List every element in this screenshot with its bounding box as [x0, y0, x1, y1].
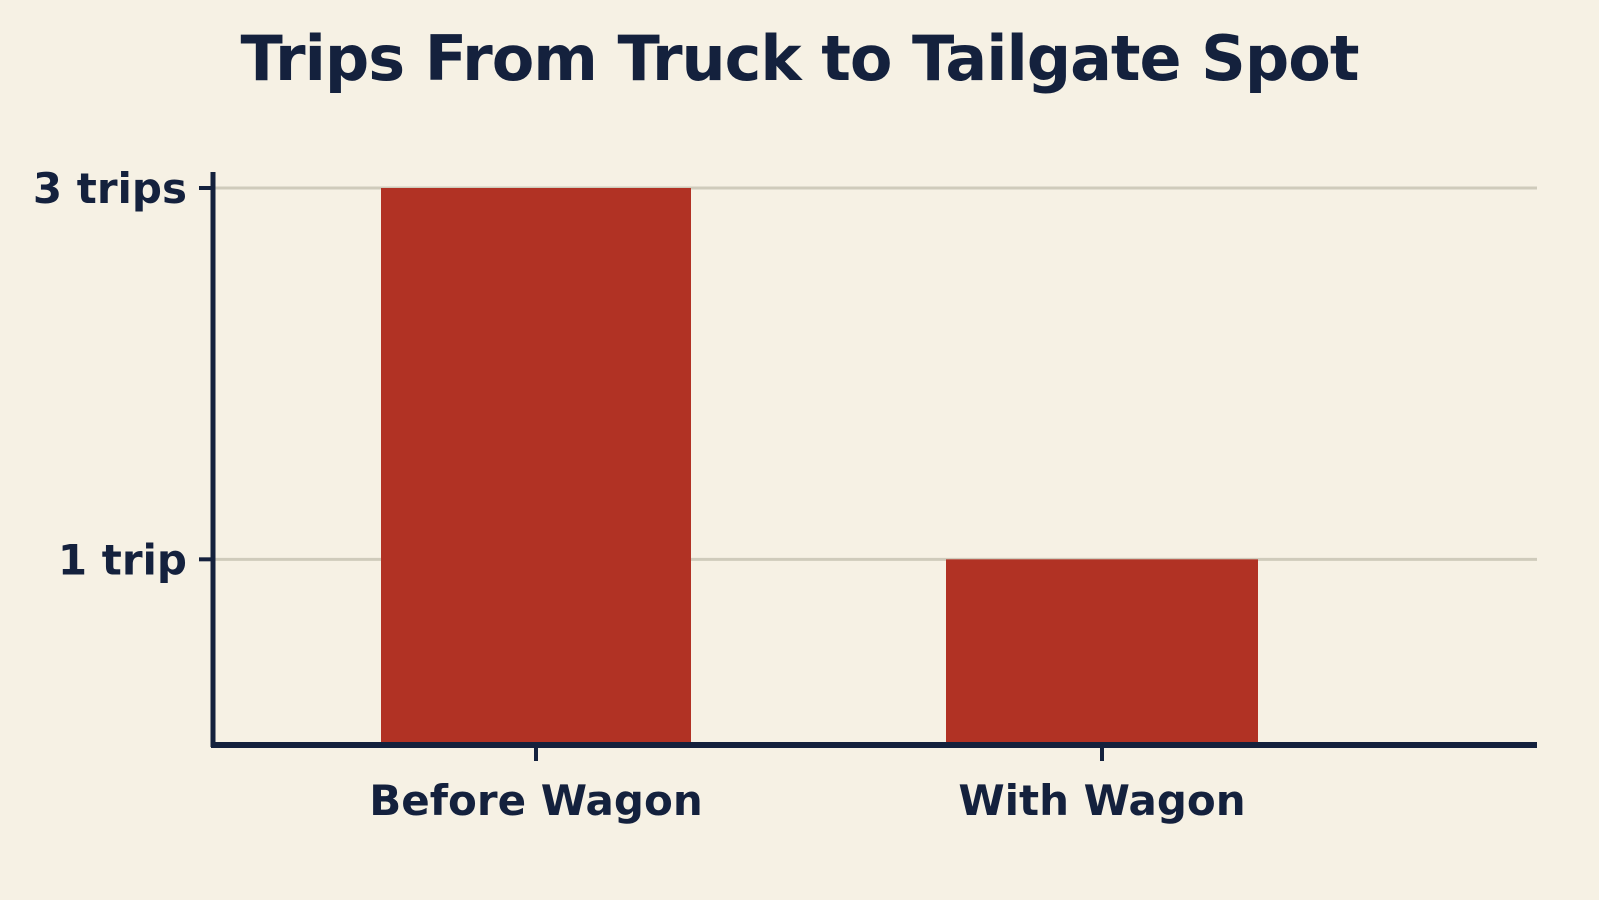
- axes: [199, 172, 1537, 761]
- x-tick-label: With Wagon: [958, 776, 1245, 825]
- bar-with-wagon: [946, 559, 1258, 745]
- chart-title: Trips From Truck to Tailgate Spot: [240, 22, 1360, 95]
- bar-before-wagon: [381, 188, 691, 745]
- y-tick-label: 1 trip: [58, 535, 187, 584]
- x-tick-label: Before Wagon: [369, 776, 702, 825]
- tick-labels: 3 trips 1 trip Before Wagon With Wagon: [33, 164, 1246, 825]
- bars: [381, 188, 1258, 745]
- y-tick-label: 3 trips: [33, 164, 187, 213]
